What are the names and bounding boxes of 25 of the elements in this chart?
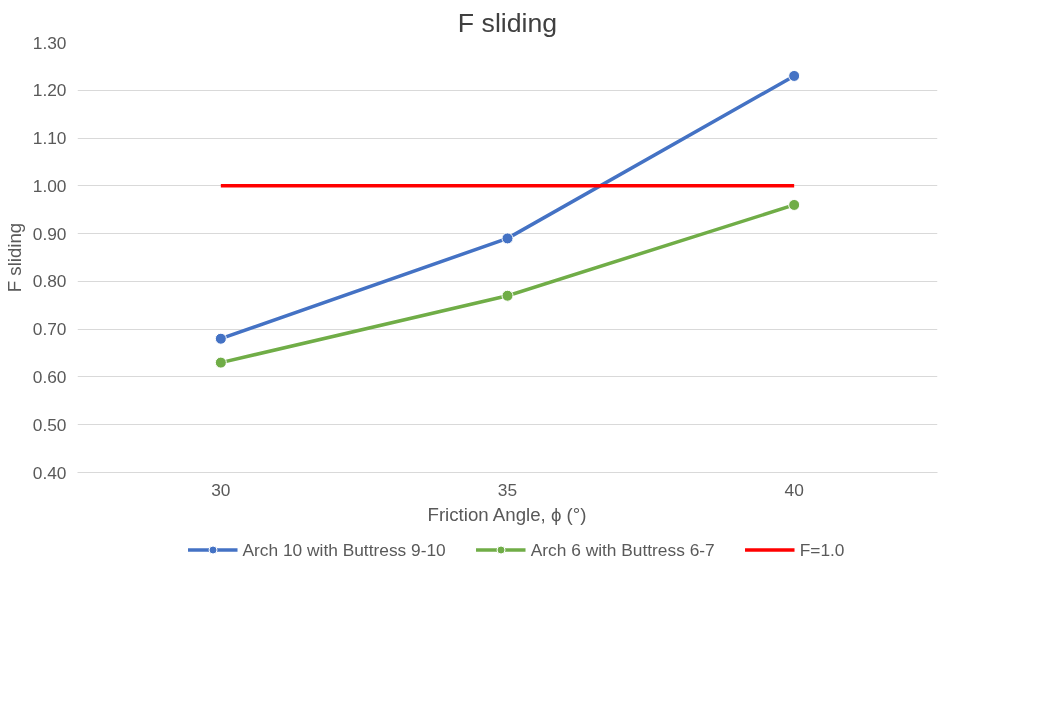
y-tick-label: 1.10: [32, 128, 67, 149]
y-tick-label: 0.80: [32, 271, 67, 292]
legend-label: F=1.0: [799, 539, 845, 560]
x-axis-title: Friction Angle, ϕ (°): [427, 503, 587, 525]
y-tick-label: 0.40: [32, 462, 67, 483]
legend-label: Arch 10 with Buttress 9-10: [242, 539, 446, 560]
y-tick-label: 1.20: [32, 80, 67, 101]
point: [788, 198, 801, 211]
point: [214, 332, 227, 345]
y-axis-title: F sliding: [3, 222, 25, 293]
y-tick-label: 1.00: [32, 175, 67, 196]
x-tick-label: 30: [211, 479, 231, 500]
y-tick-label: 0.50: [32, 414, 67, 435]
point: [788, 69, 801, 82]
y-tick-label: 1.30: [32, 32, 67, 53]
point: [214, 356, 227, 369]
legend-label: Arch 6 with Buttress 6-7: [530, 539, 715, 560]
x-tick-label: 40: [784, 479, 804, 500]
y-tick-label: 0.70: [32, 319, 67, 340]
x-tick-label: 35: [497, 479, 518, 500]
y-tick-label: 0.60: [32, 366, 67, 387]
point: [501, 289, 514, 302]
y-tick-label: 0.90: [32, 223, 67, 244]
chart-title: F sliding: [457, 7, 558, 38]
point: [501, 232, 514, 245]
